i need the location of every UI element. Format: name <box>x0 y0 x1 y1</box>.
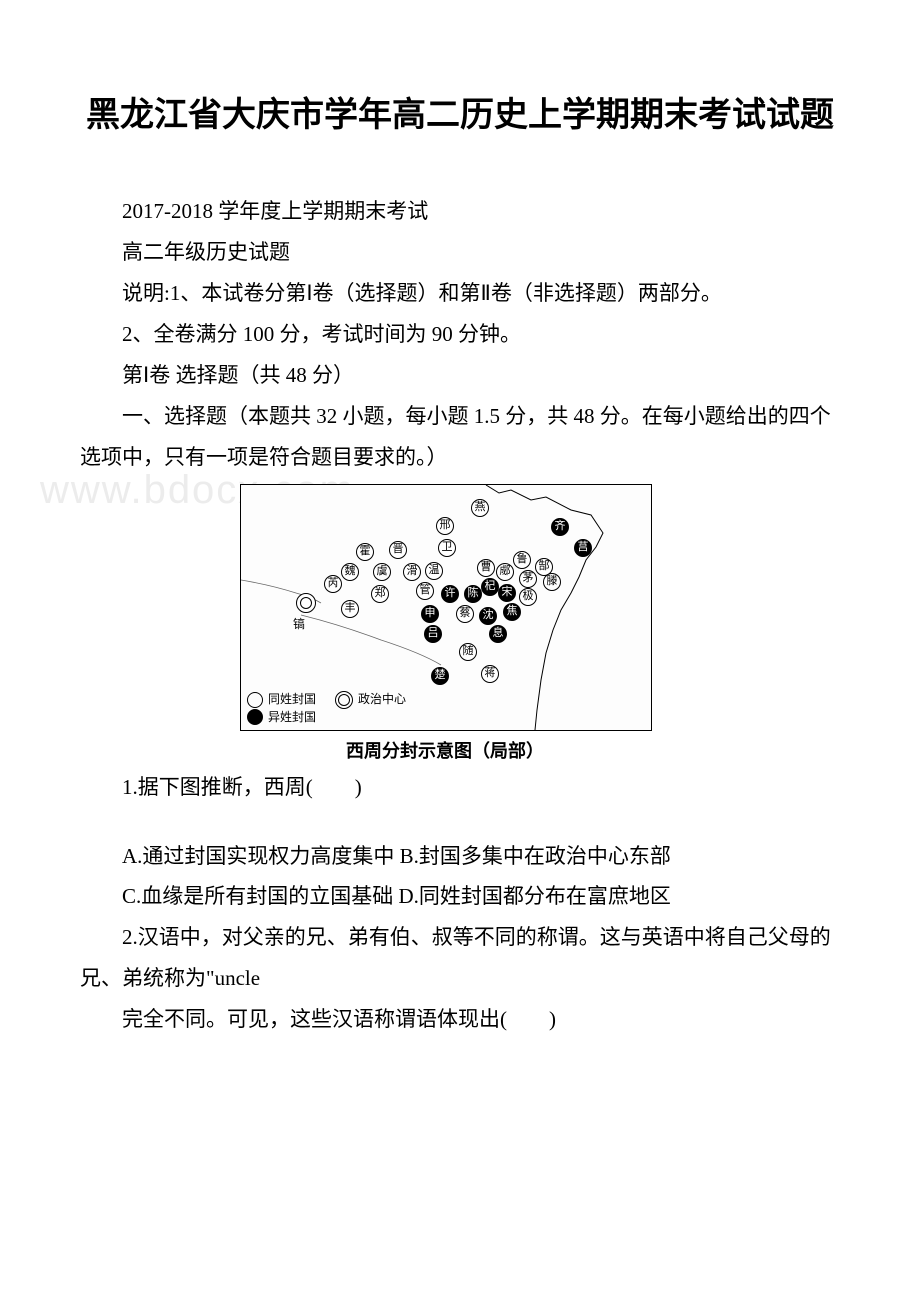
legend-diff-text: 异姓封国 <box>268 709 316 726</box>
q1-options-ab: A.通过封国实现权力高度集中 B.封国多集中在政治中心东部 <box>80 836 840 877</box>
page: 黑龙江省大庆市学年高二历史上学期期末考试试题 2017-2018 学年度上学期期… <box>0 0 920 1100</box>
map-figure: www.bdocx.com 镐 燕邢齐卫晋霍鲁郜魏虞滑温曹郕茅滕莒芮郑管许陈杞宋… <box>240 484 650 763</box>
map-state: 息 <box>489 625 507 643</box>
map-inner-legend: 同姓封国 政治中心 异姓封国 <box>247 691 406 726</box>
section-heading: 第Ⅰ卷 选择题（共 48 分） <box>80 355 840 396</box>
map-state: 郕 <box>496 563 514 581</box>
instruction-line: 一、选择题（本题共 32 小题，每小题 1.5 分，共 48 分。在每小题给出的… <box>80 396 840 478</box>
map-state: 卫 <box>438 539 456 557</box>
note-line-2: 2、全卷满分 100 分，考试时间为 90 分钟。 <box>80 314 840 355</box>
map-state: 沈 <box>479 607 497 625</box>
map-state: 吕 <box>424 625 442 643</box>
legend-double-circle-icon <box>335 691 353 709</box>
map-state: 焦 <box>503 603 521 621</box>
map-state: 滑 <box>403 563 421 581</box>
map-state: 曹 <box>477 559 495 577</box>
map-state: 齐 <box>551 518 569 536</box>
legend-filled-circle-icon <box>247 709 263 725</box>
legend-open-circle-icon <box>247 692 263 708</box>
map-state: 蔡 <box>456 605 474 623</box>
map-state: 邢 <box>436 517 454 535</box>
map-state: 芮 <box>324 575 342 593</box>
map-state: 陈 <box>464 585 482 603</box>
q2-stem-1: 2.汉语中，对父亲的兄、弟有伯、叔等不同的称谓。这与英语中将自己父母的兄、弟统称… <box>80 917 840 999</box>
map-state: 楚 <box>431 667 449 685</box>
hao-label: 镐 <box>293 615 305 632</box>
map-state: 鲁 <box>513 551 531 569</box>
legend-center-text: 政治中心 <box>358 691 406 708</box>
grade-line: 高二年级历史试题 <box>80 232 840 273</box>
map-state: 随 <box>459 643 477 661</box>
map-state: 丰 <box>341 600 359 618</box>
spacer <box>80 808 840 836</box>
note-line-1: 说明:1、本试卷分第Ⅰ卷（选择题）和第Ⅱ卷（非选择题）两部分。 <box>80 273 840 314</box>
map-state: 郑 <box>371 585 389 603</box>
legend-same-text: 同姓封国 <box>268 691 316 708</box>
map-state: 宋 <box>498 584 516 602</box>
map-state: 魏 <box>341 563 359 581</box>
watermark-region: www.bdocx.com 镐 燕邢齐卫晋霍鲁郜魏虞滑温曹郕茅滕莒芮郑管许陈杞宋… <box>80 484 840 763</box>
legend-row-same: 同姓封国 政治中心 <box>247 691 406 709</box>
map-state: 申 <box>421 605 439 623</box>
map-state: 管 <box>416 582 434 600</box>
semester-line: 2017-2018 学年度上学期期末考试 <box>80 191 840 232</box>
map-state: 晋 <box>389 541 407 559</box>
map-state: 蒋 <box>481 665 499 683</box>
document-title: 黑龙江省大庆市学年高二历史上学期期末考试试题 <box>80 90 840 141</box>
map-state: 虞 <box>373 563 391 581</box>
map-state: 霍 <box>356 543 374 561</box>
map-state: 燕 <box>471 499 489 517</box>
map-caption: 西周分封示意图（局部） <box>240 737 650 763</box>
legend-row-diff: 异姓封国 <box>247 709 406 726</box>
map-state: 许 <box>441 585 459 603</box>
map-state: 莒 <box>574 539 592 557</box>
map-state: 温 <box>425 562 443 580</box>
q2-stem-2: 完全不同。可见，这些汉语称谓语体现出( ) <box>80 999 840 1040</box>
map-state: 极 <box>519 588 537 606</box>
map-box: 镐 燕邢齐卫晋霍鲁郜魏虞滑温曹郕茅滕莒芮郑管许陈杞宋极丰申蔡沈焦息吕随楚蒋 同姓… <box>240 484 652 731</box>
map-state: 滕 <box>543 573 561 591</box>
q1-stem: 1.据下图推断，西周( ) <box>80 767 840 808</box>
map-state: 杞 <box>481 578 499 596</box>
map-political-center <box>296 593 316 613</box>
map-state: 茅 <box>519 570 537 588</box>
q1-options-cd: C.血缘是所有封国的立国基础 D.同姓封国都分布在富庶地区 <box>80 876 840 917</box>
